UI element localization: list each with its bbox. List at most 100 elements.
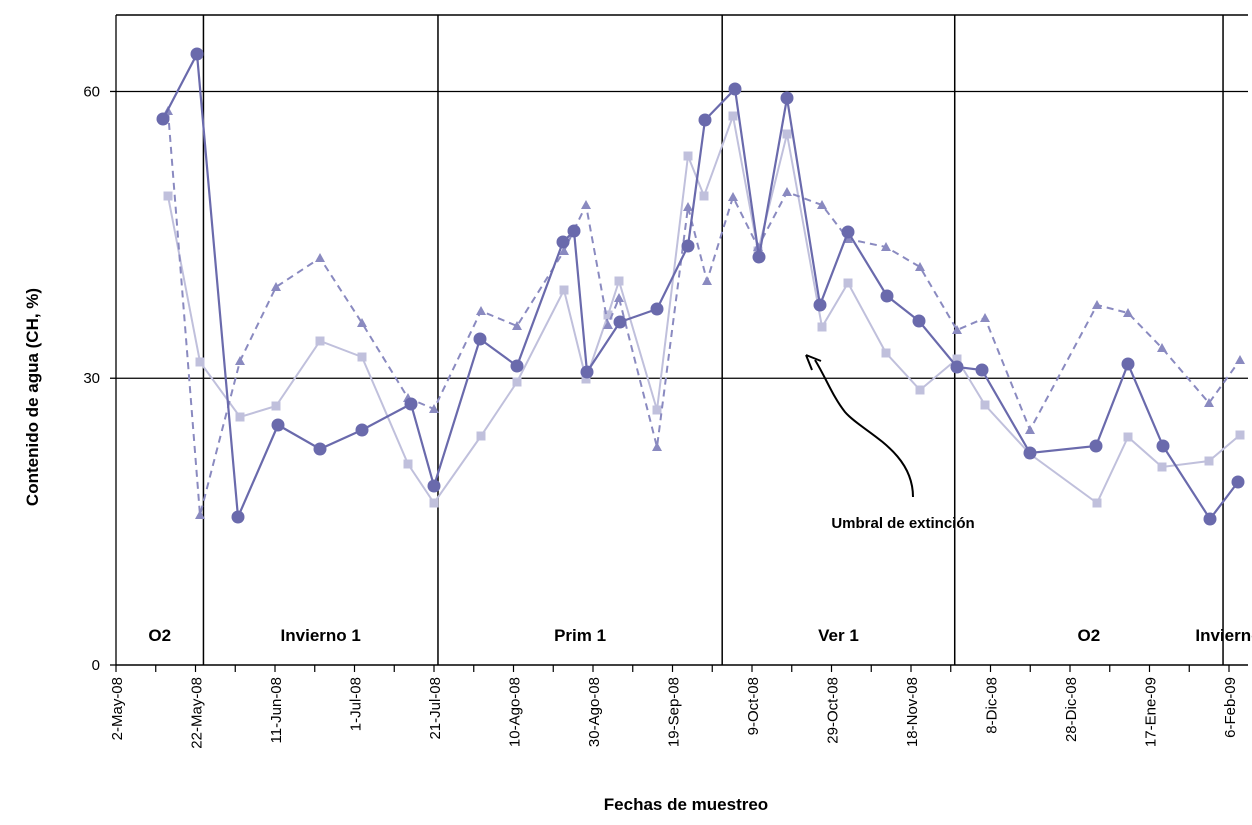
series-dashed-marker	[1235, 355, 1245, 364]
series-dashed-line	[167, 110, 1241, 516]
x-tick-label: 17-Ene-09	[1143, 677, 1160, 747]
series-dark-marker	[427, 479, 441, 493]
series-dark-marker	[880, 289, 894, 303]
series-light-marker	[614, 276, 624, 286]
series-light-marker	[315, 336, 325, 346]
series-dark-marker	[567, 224, 581, 238]
series-dashed-marker	[915, 262, 925, 271]
series-dashed-marker	[1204, 398, 1214, 407]
annotation-group: Umbral de extinción	[805, 354, 975, 532]
series-dark-marker	[1121, 357, 1135, 371]
x-tick-label: 1-Jul-08	[348, 677, 365, 731]
series-light-marker	[699, 191, 709, 201]
series-dark-marker	[975, 363, 989, 377]
series-dark-marker	[813, 298, 827, 312]
series-light-marker	[271, 401, 281, 411]
series-dashed-marker	[476, 306, 486, 315]
x-tick-label: 8-Dic-08	[984, 677, 1001, 734]
series-dashed-marker	[1123, 308, 1133, 317]
series-dashed-marker	[315, 253, 325, 262]
annotation-arrowhead	[805, 354, 822, 371]
season-label: Invierno 2	[1195, 626, 1252, 645]
series-light-marker	[728, 111, 738, 121]
series-dashed-marker	[512, 321, 522, 330]
series-dark-marker	[473, 332, 487, 346]
series-dashed-marker	[271, 282, 281, 291]
season-label: Prim 1	[554, 626, 606, 645]
series-dark-marker	[580, 365, 594, 379]
series-dark-marker	[912, 314, 926, 328]
series-dark-marker	[313, 442, 327, 456]
series-dark-marker	[841, 225, 855, 239]
series-dark-marker	[190, 47, 204, 61]
series-dark-marker	[1023, 446, 1037, 460]
series-light-marker	[817, 322, 827, 332]
y-axis: 0 30 60	[83, 15, 117, 674]
series-light-marker	[512, 377, 522, 387]
series-light-marker	[163, 191, 173, 201]
series-dashed-marker	[782, 187, 792, 196]
series-light-marker	[1157, 462, 1167, 472]
series-light-marker	[683, 151, 693, 161]
series-light-marker	[652, 405, 662, 415]
series-light-marker	[980, 400, 990, 410]
series-light-marker	[195, 357, 205, 367]
x-tick-label: 9-Oct-08	[745, 677, 762, 735]
x-tick-label: 10-Ago-08	[507, 677, 524, 747]
series-light-marker	[1204, 456, 1214, 466]
series-dashed-marker	[603, 320, 613, 329]
series-dark-marker	[355, 423, 369, 437]
series-light-marker	[881, 348, 891, 358]
series-dark-line	[162, 50, 1239, 521]
series-dashed-marker	[881, 242, 891, 251]
y-tick-label: 30	[83, 370, 100, 387]
series-dark-marker	[1203, 512, 1217, 526]
series-dashed-marker	[1157, 343, 1167, 352]
x-tick-label: 18-Nov-08	[904, 677, 921, 747]
series-light-marker	[357, 352, 367, 362]
series-dashed-marker	[429, 404, 439, 413]
series-dark-marker	[556, 235, 570, 249]
series-dark-marker	[1231, 475, 1245, 489]
series-dashed-marker	[559, 246, 569, 255]
series-light-marker	[429, 498, 439, 508]
series-dashed-marker	[1092, 300, 1102, 309]
series-dashed-marker	[195, 510, 205, 519]
series-dark-marker	[780, 91, 794, 105]
series-light-marker	[1123, 432, 1133, 442]
x-tick-label: 29-Oct-08	[825, 677, 842, 744]
series-light-marker	[476, 431, 486, 441]
x-axis: 2-May-08 22-May-08 11-Jun-08 1-Jul-08 21-Jul…	[109, 664, 1248, 749]
x-tick-label: 21-Jul-08	[427, 677, 444, 740]
series-dashed-marker	[683, 202, 693, 211]
series-dark-marker	[728, 82, 742, 96]
series-light-marker	[581, 374, 591, 384]
y-tick-label: 0	[92, 657, 100, 674]
series-dark-marker	[404, 397, 418, 411]
series-dashed-marker	[702, 276, 712, 285]
series-dark-marker	[613, 315, 627, 329]
series-light-marker	[403, 459, 413, 469]
y-tick-label: 60	[83, 83, 100, 100]
x-tick-label: 2-May-08	[109, 677, 126, 740]
x-tick-label: 11-Jun-08	[268, 677, 285, 743]
season-dividers	[202, 15, 1224, 665]
series-dashed-marker	[235, 356, 245, 365]
series-dark-marker	[650, 302, 664, 316]
season-label: O2	[148, 626, 171, 645]
x-axis-title: Fechas de muestreo	[604, 795, 768, 814]
series-dark-marker	[698, 113, 712, 127]
series-light-line	[167, 112, 1241, 505]
x-tick-label: 28-Dic-08	[1063, 677, 1080, 742]
series-dark-marker	[1156, 439, 1170, 453]
season-label: O2	[1078, 626, 1101, 645]
series-light-marker	[235, 412, 245, 422]
x-tick-label: 6-Feb-09	[1222, 677, 1239, 738]
series-dark-marker	[231, 510, 245, 524]
series-dashed-marker	[1025, 425, 1035, 434]
series-dark-marker	[271, 418, 285, 432]
series-dark-marker	[681, 239, 695, 253]
series-dark-marker	[950, 360, 964, 374]
